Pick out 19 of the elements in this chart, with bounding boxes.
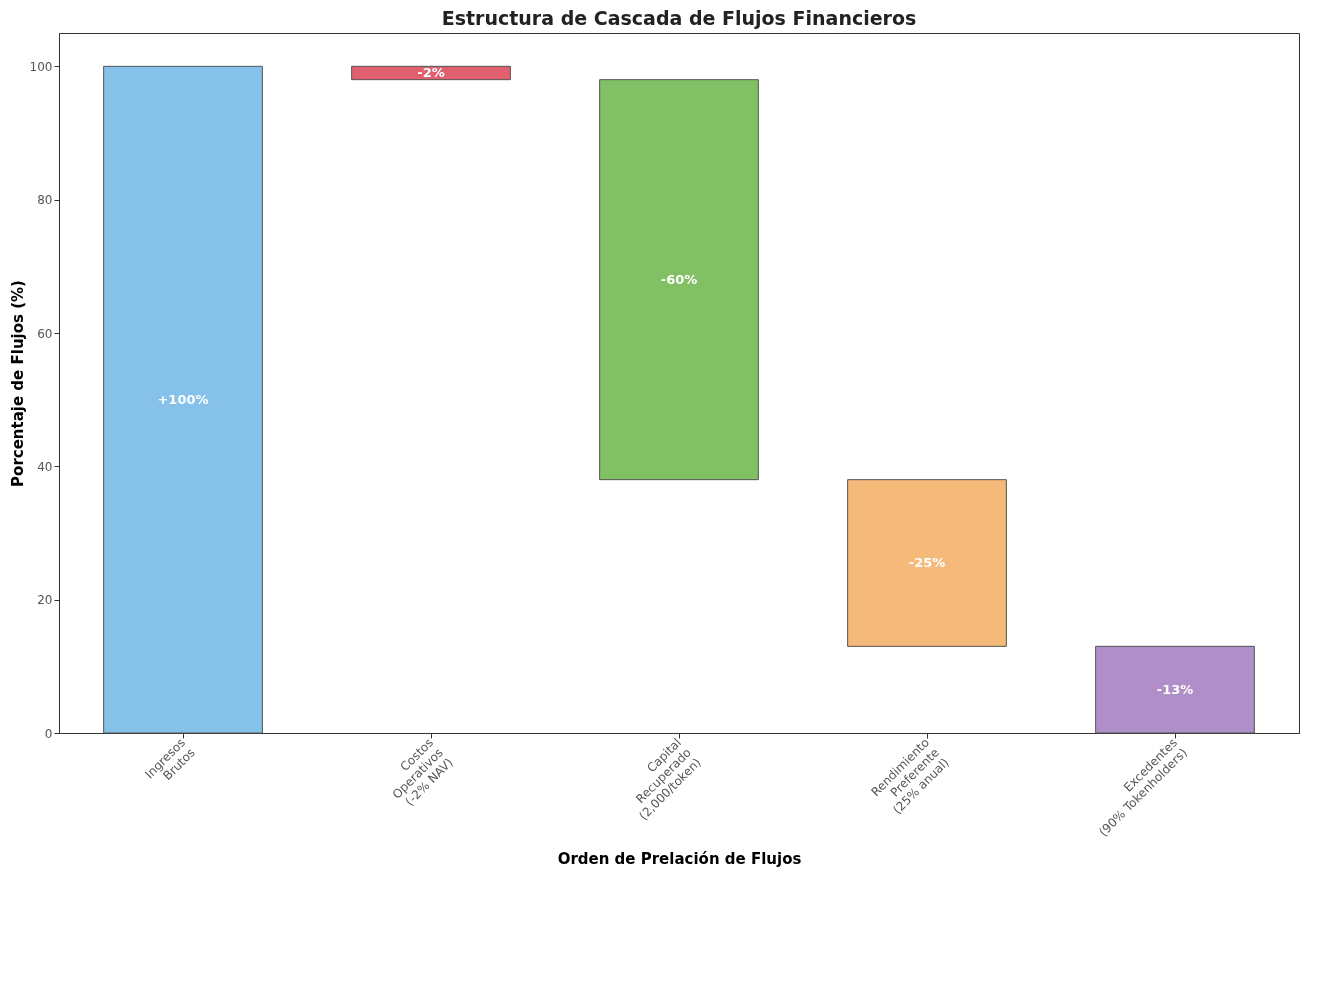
y-tick-label: 20 xyxy=(37,593,53,608)
data-label: -2% xyxy=(417,65,445,80)
y-tick-label: 40 xyxy=(37,459,53,474)
bar xyxy=(847,479,1007,647)
y-tick-label: 100 xyxy=(29,59,53,74)
y-tick-label: 60 xyxy=(37,326,53,341)
data-label: -13% xyxy=(1156,681,1194,697)
data-label: -60% xyxy=(660,271,698,287)
y-axis-title: Porcentaje de Flujos (%) xyxy=(8,280,27,487)
bar xyxy=(103,65,263,734)
x-axis-title: Orden de Prelación de Flujos xyxy=(557,850,802,869)
y-tick-label: 0 xyxy=(44,726,53,741)
data-label: -25% xyxy=(908,555,946,570)
bar xyxy=(1095,645,1255,734)
bar xyxy=(599,79,759,481)
chart-title: Estructura de Cascada de Flujos Financieros xyxy=(441,7,917,29)
data-label: +100% xyxy=(157,391,209,407)
bar xyxy=(351,65,511,81)
y-tick-label: 80 xyxy=(37,193,53,208)
